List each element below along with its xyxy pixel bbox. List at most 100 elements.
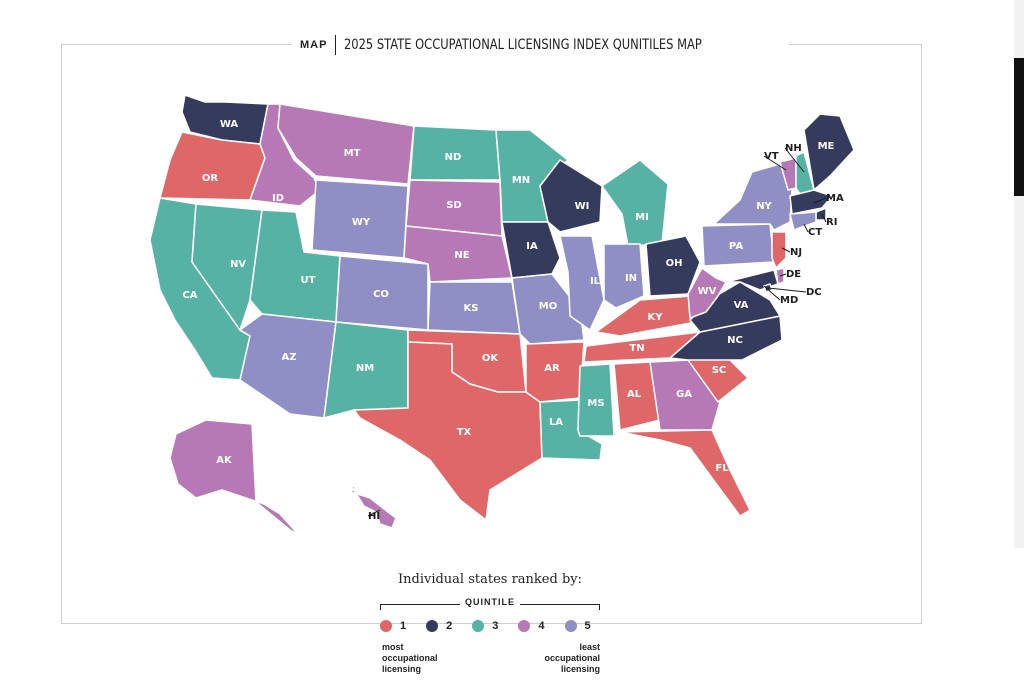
legend-item-5: 5 (564, 620, 591, 632)
legend-item-label: 4 (538, 620, 545, 632)
state-label-tx: TX (457, 427, 472, 438)
state-nj[interactable] (771, 231, 787, 269)
state-ms[interactable] (577, 363, 615, 437)
state-label-sd: SD (446, 200, 462, 211)
legend-swatch (426, 620, 439, 632)
scrollbar-thumb[interactable] (1014, 58, 1024, 196)
leader-line-hi (367, 509, 381, 517)
map-header: MAP 2025 STATE OCCUPATIONAL LICENSING IN… (292, 34, 789, 56)
state-in[interactable] (603, 243, 645, 309)
legend-item-label: 5 (584, 620, 591, 632)
legend-swatch (564, 620, 577, 632)
state-label-ky: KY (648, 312, 664, 323)
state-label-ok: OK (482, 353, 500, 364)
legend-item-3: 3 (472, 620, 498, 632)
map-tag: MAP (300, 39, 328, 51)
leader-line-dc (767, 287, 807, 293)
state-or[interactable] (159, 131, 266, 201)
state-oh[interactable] (645, 235, 701, 297)
state-label-nj: NJ (790, 247, 802, 258)
state-wi[interactable] (539, 159, 603, 233)
legend-items: 1 2 3 4 5 (380, 618, 610, 634)
legend-swatch (518, 620, 531, 632)
state-label-ks: KS (464, 303, 479, 314)
leader-line-ct (803, 223, 809, 233)
leader-line-nj (781, 247, 791, 253)
legend-item-4: 4 (518, 620, 545, 632)
state-ma[interactable] (789, 189, 833, 215)
state-ar[interactable] (525, 341, 585, 403)
legend-item-label: 2 (446, 620, 453, 632)
state-label-or: OR (202, 173, 219, 184)
state-hi[interactable] (349, 483, 397, 529)
state-fl[interactable] (619, 429, 751, 517)
state-label-ut: UT (301, 275, 316, 286)
state-az[interactable] (239, 313, 337, 419)
state-label-id: ID (272, 193, 284, 204)
legend-item-label: 3 (492, 620, 499, 632)
state-label-ca: CA (182, 290, 197, 301)
state-ny[interactable] (713, 163, 793, 231)
state-label-ma: MA (826, 193, 844, 204)
leader-line-nh (784, 147, 805, 173)
state-label-ri: RI (826, 217, 837, 228)
state-label-mn: MN (512, 175, 530, 186)
state-label-dc: DC (806, 287, 822, 298)
legend-swatch (472, 620, 485, 632)
state-label-sc: SC (712, 365, 727, 376)
state-label-ar: AR (544, 363, 560, 374)
state-label-ne: NE (454, 250, 469, 261)
state-label-pa: PA (729, 241, 743, 252)
state-ct[interactable] (789, 211, 817, 231)
state-nv[interactable] (191, 203, 263, 331)
state-ak[interactable] (169, 419, 299, 535)
legend-title: Individual states ranked by: (360, 572, 620, 587)
state-label-ga: GA (676, 389, 692, 400)
leader-line-vt (763, 155, 787, 171)
state-label-ny: NY (756, 201, 772, 212)
state-label-la: LA (549, 417, 563, 428)
state-label-me: ME (818, 141, 835, 152)
state-tx[interactable] (353, 341, 543, 521)
state-label-wa: WA (220, 119, 239, 130)
leader-line-ri (821, 213, 827, 223)
state-label-wv: WV (698, 286, 717, 297)
state-label-mi: MI (635, 212, 649, 223)
state-label-nh: NH (785, 143, 802, 154)
state-mo[interactable] (511, 273, 585, 345)
state-label-wi: WI (575, 201, 590, 212)
legend-quintile-bracket: QUINTILE (380, 596, 600, 612)
state-label-ak: AK (216, 455, 233, 466)
state-label-mt: MT (344, 148, 361, 159)
legend-low-note: most occupational licensing (382, 642, 438, 674)
state-mi[interactable] (601, 159, 669, 247)
header-divider (335, 35, 337, 55)
state-label-il: IL (590, 276, 601, 287)
state-label-ct: CT (808, 227, 822, 238)
state-wv[interactable] (687, 267, 727, 319)
state-label-nv: NV (230, 259, 246, 270)
state-label-ia: IA (526, 241, 538, 252)
state-label-in: IN (625, 273, 637, 284)
state-label-hi: HI (368, 511, 380, 522)
leader-line-md (763, 285, 781, 301)
state-label-mo: MO (539, 301, 557, 312)
state-label-va: VA (734, 300, 749, 311)
state-label-ms: MS (587, 398, 604, 409)
legend-quintile-label: QUINTILE (460, 597, 520, 607)
state-il[interactable] (559, 235, 605, 331)
leader-line-de (779, 273, 787, 277)
state-label-co: CO (373, 289, 389, 300)
map-title: 2025 STATE OCCUPATIONAL LICENSING INDEX … (344, 37, 703, 53)
state-me[interactable] (803, 113, 855, 191)
scrollbar-track[interactable] (1014, 0, 1024, 548)
legend-item-1: 1 (380, 620, 406, 632)
legend-item-2: 2 (426, 620, 452, 632)
state-label-wy: WY (352, 217, 371, 228)
state-ia[interactable] (501, 221, 561, 279)
state-label-md: MD (780, 295, 798, 306)
legend-swatch (380, 620, 392, 632)
state-label-az: AZ (282, 352, 297, 363)
state-label-tn: TN (629, 343, 644, 354)
